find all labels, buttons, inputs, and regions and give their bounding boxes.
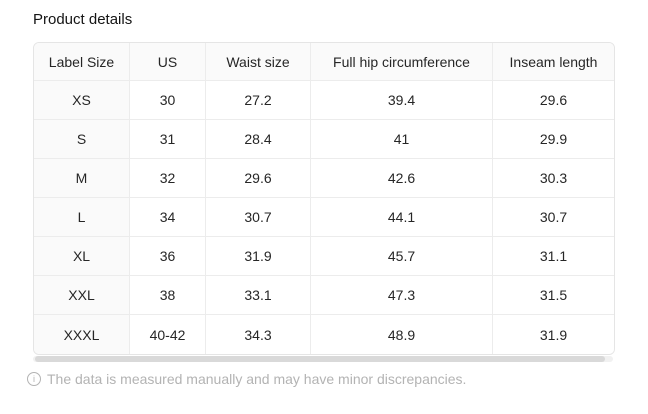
table-cell: 47.3 (311, 276, 493, 315)
table-cell: 32 (130, 159, 206, 198)
table-row: XXXL 40-42 34.3 48.9 31.9 (34, 315, 614, 354)
table-cell: 38 (130, 276, 206, 315)
column-header-inseam: Inseam length (493, 43, 614, 81)
column-header-waist-size: Waist size (206, 43, 311, 81)
column-header-full-hip: Full hip circumference (311, 43, 493, 81)
table-cell: 30.7 (206, 198, 311, 237)
row-label-cell: M (34, 159, 130, 198)
table-cell: 29.6 (493, 81, 614, 120)
table-cell: 40-42 (130, 315, 206, 354)
row-label-cell: XL (34, 237, 130, 276)
table-cell: 30.3 (493, 159, 614, 198)
table-cell: 29.9 (493, 120, 614, 159)
table-row: XL 36 31.9 45.7 31.1 (34, 237, 614, 276)
info-circle-icon: i (27, 372, 41, 386)
table-row: XXL 38 33.1 47.3 31.5 (34, 276, 614, 315)
horizontal-scrollbar-thumb[interactable] (35, 356, 605, 362)
table-cell: 31.9 (493, 315, 614, 354)
table-cell: 29.6 (206, 159, 311, 198)
table-cell: 30 (130, 81, 206, 120)
horizontal-scrollbar-track[interactable] (33, 356, 613, 362)
table-cell: 31.9 (206, 237, 311, 276)
table-header-row: Label Size US Waist size Full hip circum… (34, 43, 614, 81)
table-row: S 31 28.4 41 29.9 (34, 120, 614, 159)
table-cell: 44.1 (311, 198, 493, 237)
table-cell: 27.2 (206, 81, 311, 120)
table-cell: 34 (130, 198, 206, 237)
size-chart-table: Label Size US Waist size Full hip circum… (33, 42, 615, 355)
disclaimer-text: The data is measured manually and may ha… (47, 371, 467, 387)
table-row: XS 30 27.2 39.4 29.6 (34, 81, 614, 120)
row-label-cell: XXL (34, 276, 130, 315)
column-header-label-size: Label Size (34, 43, 130, 81)
table-cell: 42.6 (311, 159, 493, 198)
row-label-cell: XS (34, 81, 130, 120)
row-label-cell: XXXL (34, 315, 130, 354)
table-cell: 28.4 (206, 120, 311, 159)
table-cell: 36 (130, 237, 206, 276)
row-label-cell: S (34, 120, 130, 159)
table-row: L 34 30.7 44.1 30.7 (34, 198, 614, 237)
disclaimer-note: i The data is measured manually and may … (27, 370, 466, 388)
table-cell: 41 (311, 120, 493, 159)
column-header-us: US (130, 43, 206, 81)
table-row: M 32 29.6 42.6 30.3 (34, 159, 614, 198)
table-cell: 31.1 (493, 237, 614, 276)
table-cell: 45.7 (311, 237, 493, 276)
table-cell: 48.9 (311, 315, 493, 354)
page-title: Product details (33, 11, 133, 28)
table-cell: 31 (130, 120, 206, 159)
table-cell: 30.7 (493, 198, 614, 237)
row-label-cell: L (34, 198, 130, 237)
table-cell: 34.3 (206, 315, 311, 354)
table-cell: 39.4 (311, 81, 493, 120)
table-cell: 31.5 (493, 276, 614, 315)
table-cell: 33.1 (206, 276, 311, 315)
